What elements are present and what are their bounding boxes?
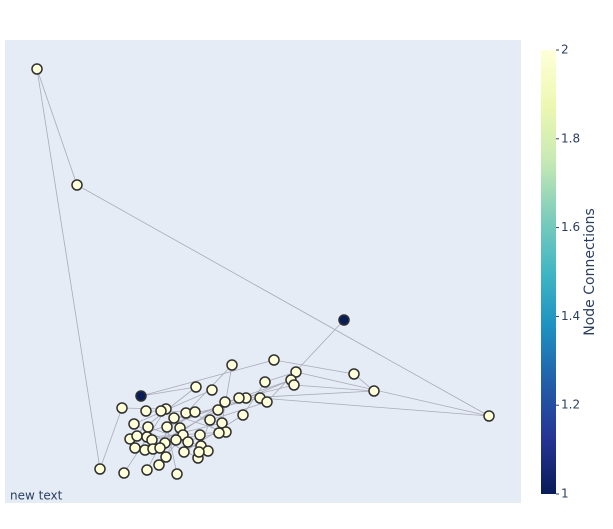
node bbox=[155, 405, 167, 417]
node bbox=[154, 442, 166, 454]
node bbox=[261, 396, 273, 408]
colorbar-tick-label: 1.2 bbox=[561, 398, 580, 412]
colorbar-tick-label: 1.8 bbox=[561, 131, 580, 145]
colorbar-tick-label: 1 bbox=[561, 487, 569, 501]
node bbox=[129, 442, 141, 454]
edge bbox=[36, 68, 78, 186]
edge bbox=[221, 364, 233, 424]
node bbox=[288, 379, 300, 391]
node bbox=[141, 464, 153, 476]
node bbox=[190, 381, 202, 393]
node bbox=[128, 418, 140, 430]
colorbar bbox=[541, 50, 556, 494]
colorbar-tick-label: 1.4 bbox=[561, 309, 580, 323]
edge bbox=[140, 359, 275, 397]
node bbox=[118, 467, 130, 479]
node bbox=[160, 451, 172, 463]
node bbox=[94, 463, 106, 475]
node bbox=[268, 354, 280, 366]
node bbox=[233, 392, 245, 404]
edge bbox=[36, 68, 101, 470]
node bbox=[131, 430, 143, 442]
node bbox=[483, 410, 495, 422]
node bbox=[31, 63, 43, 75]
node bbox=[206, 384, 218, 396]
colorbar-tick-label: 2 bbox=[561, 43, 569, 57]
node bbox=[168, 412, 180, 424]
node bbox=[116, 402, 128, 414]
edge bbox=[273, 359, 355, 375]
node bbox=[237, 409, 249, 421]
edge bbox=[293, 384, 375, 392]
edge bbox=[242, 381, 266, 416]
node bbox=[213, 427, 225, 439]
node bbox=[194, 429, 206, 441]
node bbox=[161, 421, 173, 433]
node bbox=[142, 421, 154, 433]
node bbox=[204, 414, 216, 426]
node bbox=[135, 390, 147, 402]
edge bbox=[295, 371, 490, 417]
node bbox=[259, 376, 271, 388]
node bbox=[71, 179, 83, 191]
edge bbox=[99, 407, 123, 470]
edge bbox=[140, 386, 197, 397]
node bbox=[178, 446, 190, 458]
node bbox=[140, 405, 152, 417]
node bbox=[338, 314, 350, 326]
edge bbox=[133, 389, 213, 425]
node bbox=[182, 436, 194, 448]
node bbox=[219, 396, 231, 408]
colorbar-title: Node Connections bbox=[582, 208, 598, 336]
node bbox=[153, 459, 165, 471]
edge bbox=[209, 401, 268, 421]
node bbox=[171, 468, 183, 480]
edge bbox=[259, 397, 490, 417]
edge bbox=[76, 184, 490, 417]
node bbox=[226, 359, 238, 371]
node bbox=[189, 406, 201, 418]
plot-area bbox=[5, 40, 521, 503]
annotation: new text bbox=[10, 489, 63, 503]
node bbox=[368, 385, 380, 397]
edge bbox=[166, 426, 178, 475]
node bbox=[348, 368, 360, 380]
colorbar-tick-label: 1.6 bbox=[561, 220, 580, 234]
node bbox=[290, 366, 302, 378]
node bbox=[212, 404, 224, 416]
node bbox=[193, 446, 205, 458]
node bbox=[170, 434, 182, 446]
